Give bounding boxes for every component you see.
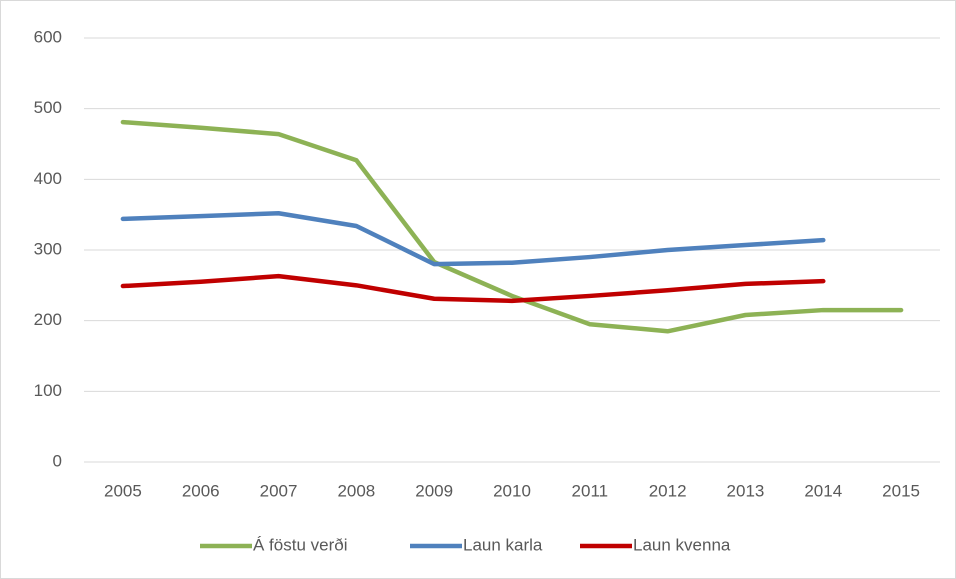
legend-label: Laun karla xyxy=(463,535,543,554)
x-tick-label: 2015 xyxy=(882,481,920,500)
x-tick-label: 2011 xyxy=(572,481,609,500)
legend-label: Á föstu verði xyxy=(253,535,348,554)
y-tick-label: 600 xyxy=(34,27,62,46)
x-tick-label: 2013 xyxy=(727,481,765,500)
x-tick-label: 2005 xyxy=(104,481,142,500)
series-line xyxy=(120,211,826,267)
x-tick-label: 2010 xyxy=(493,481,531,500)
x-tick-label: 2007 xyxy=(260,481,298,500)
x-tick-label: 2014 xyxy=(804,481,842,500)
y-tick-label: 100 xyxy=(34,381,62,400)
x-tick-label: 2009 xyxy=(415,481,453,500)
y-tick-label: 0 xyxy=(53,451,62,470)
y-tick-label: 200 xyxy=(34,310,62,329)
x-tick-label: 2008 xyxy=(337,481,375,500)
y-tick-label: 400 xyxy=(34,169,62,188)
y-tick-label: 500 xyxy=(34,98,62,117)
legend-label: Laun kvenna xyxy=(633,535,731,554)
y-tick-label: 300 xyxy=(34,239,62,258)
x-tick-label: 2012 xyxy=(649,481,687,500)
x-tick-label: 2006 xyxy=(182,481,220,500)
series-line xyxy=(120,273,826,304)
series-line xyxy=(120,119,904,334)
